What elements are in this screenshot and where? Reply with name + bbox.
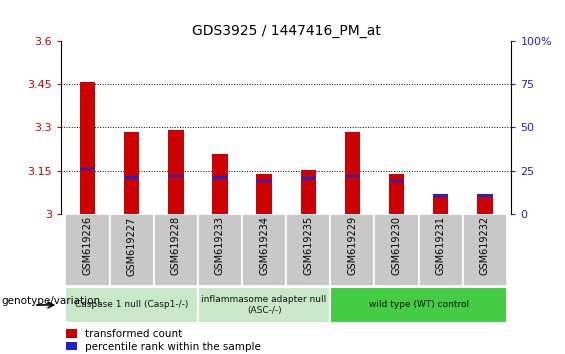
Text: GSM619230: GSM619230 xyxy=(392,216,402,275)
Title: GDS3925 / 1447416_PM_at: GDS3925 / 1447416_PM_at xyxy=(192,24,381,38)
Bar xyxy=(66,287,198,323)
Bar xyxy=(286,214,331,286)
Bar xyxy=(198,287,331,323)
Bar xyxy=(154,214,198,286)
Bar xyxy=(389,180,405,182)
Text: GSM619234: GSM619234 xyxy=(259,216,269,275)
Bar xyxy=(66,214,110,286)
Bar xyxy=(242,214,286,286)
Bar xyxy=(463,214,507,286)
Bar xyxy=(477,194,493,214)
Bar xyxy=(212,176,228,179)
Bar xyxy=(331,214,375,286)
Bar xyxy=(168,130,184,214)
Text: GSM619232: GSM619232 xyxy=(480,216,490,275)
Text: genotype/variation: genotype/variation xyxy=(1,296,100,307)
Bar xyxy=(110,214,154,286)
Bar xyxy=(345,175,360,177)
Text: GSM619233: GSM619233 xyxy=(215,216,225,275)
Bar xyxy=(419,214,463,286)
Bar xyxy=(433,194,449,214)
Bar xyxy=(80,168,95,170)
Bar xyxy=(375,214,419,286)
Bar xyxy=(212,154,228,214)
Text: GSM619229: GSM619229 xyxy=(347,216,358,275)
Text: wild type (WT) control: wild type (WT) control xyxy=(368,301,469,309)
Bar xyxy=(477,194,493,197)
Bar xyxy=(168,175,184,177)
Text: GSM619226: GSM619226 xyxy=(82,216,93,275)
Text: GSM619227: GSM619227 xyxy=(127,216,137,275)
Text: GSM619235: GSM619235 xyxy=(303,216,313,275)
Bar xyxy=(257,174,272,214)
Bar xyxy=(331,287,507,323)
Bar xyxy=(301,177,316,180)
Text: inflammasome adapter null
(ASC-/-): inflammasome adapter null (ASC-/-) xyxy=(202,295,327,315)
Bar xyxy=(198,214,242,286)
Bar xyxy=(345,132,360,214)
Bar xyxy=(124,132,140,214)
Bar xyxy=(433,194,449,197)
Text: GSM619228: GSM619228 xyxy=(171,216,181,275)
Bar xyxy=(124,176,140,179)
Bar xyxy=(257,180,272,182)
Bar xyxy=(389,174,405,214)
Legend: transformed count, percentile rank within the sample: transformed count, percentile rank withi… xyxy=(66,329,261,352)
Bar xyxy=(301,170,316,214)
Bar xyxy=(80,82,95,214)
Text: Caspase 1 null (Casp1-/-): Caspase 1 null (Casp1-/-) xyxy=(75,301,188,309)
Text: GSM619231: GSM619231 xyxy=(436,216,446,275)
